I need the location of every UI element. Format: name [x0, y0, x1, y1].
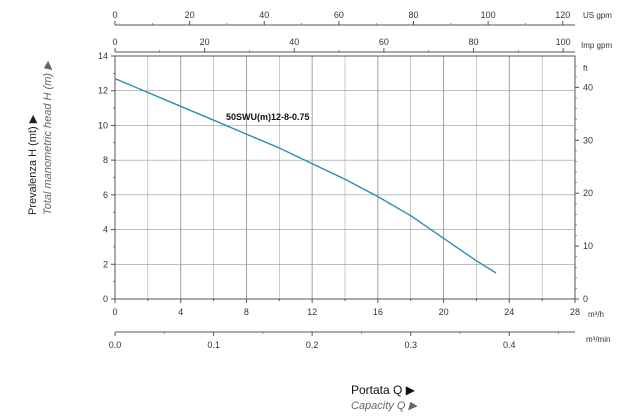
- ft-tick-label: 20: [583, 188, 593, 198]
- x-tick-label: 0: [112, 307, 117, 317]
- x-tick-label: 12: [307, 307, 317, 317]
- us-gpm-tick-label: 20: [185, 10, 195, 20]
- ft-tick-label: 10: [583, 241, 593, 251]
- series-line: [114, 77, 497, 274]
- y-tick-label: 14: [98, 51, 108, 61]
- us-gpm-unit-label: US gpm: [583, 11, 612, 20]
- m3min-tick-label: 0.2: [306, 340, 319, 350]
- us-gpm-tick-label: 60: [334, 10, 344, 20]
- axes: [111, 21, 579, 336]
- ft-unit-label: ft: [583, 64, 588, 73]
- imp-gpm-tick-label: 80: [468, 37, 478, 47]
- x-axis-label: Portata Q ▶: [351, 383, 416, 397]
- x-tick-label: 24: [504, 307, 514, 317]
- imp-gpm-tick-label: 100: [556, 37, 571, 47]
- m3min-tick-label: 0.4: [503, 340, 516, 350]
- y-tick-label: 10: [98, 120, 108, 130]
- series-lines: [114, 77, 497, 274]
- imp-gpm-tick-label: 60: [379, 37, 389, 47]
- y-tick-label: 12: [98, 86, 108, 96]
- m3min-tick-label: 0.0: [109, 340, 122, 350]
- ft-tick-label: 0: [583, 294, 588, 304]
- imp-gpm-unit-label: Imp gpm: [581, 41, 612, 50]
- y-axis-label: Prevalenza H (mt) ▶: [27, 114, 39, 215]
- y-tick-label: 6: [103, 190, 108, 200]
- y-tick-label: 2: [103, 259, 108, 269]
- x-tick-label: 4: [178, 307, 183, 317]
- x-tick-label: 28: [570, 307, 580, 317]
- imp-gpm-tick-label: 20: [200, 37, 210, 47]
- imp-gpm-tick-label: 0: [112, 37, 117, 47]
- ft-tick-label: 40: [583, 82, 593, 92]
- x-tick-label: 8: [244, 307, 249, 317]
- y-axis-label-sub: Total manometric head H (m) ▶: [42, 60, 54, 215]
- m3min-tick-label: 0.1: [207, 340, 220, 350]
- ft-tick-label: 30: [583, 135, 593, 145]
- x-tick-label: 16: [373, 307, 383, 317]
- y-tick-label: 8: [103, 155, 108, 165]
- us-gpm-tick-label: 0: [112, 10, 117, 20]
- imp-gpm-tick-label: 40: [289, 37, 299, 47]
- curve-label: 50SWU(m)12-8-0.75: [226, 112, 310, 122]
- m3min-tick-label: 0.3: [404, 340, 417, 350]
- y-tick-label: 4: [103, 225, 108, 235]
- us-gpm-tick-label: 100: [481, 10, 496, 20]
- us-gpm-tick-label: 40: [259, 10, 269, 20]
- us-gpm-tick-label: 120: [555, 10, 570, 20]
- grid-lines: [115, 56, 575, 299]
- x-tick-label: 20: [439, 307, 449, 317]
- y-tick-label: 0: [103, 294, 108, 304]
- m3min-unit-label: m³/min: [586, 335, 610, 344]
- m3h-unit-label: m³/h: [588, 310, 604, 319]
- us-gpm-tick-label: 80: [408, 10, 418, 20]
- x-axis-label-sub: Capacity Q ▶: [351, 400, 418, 412]
